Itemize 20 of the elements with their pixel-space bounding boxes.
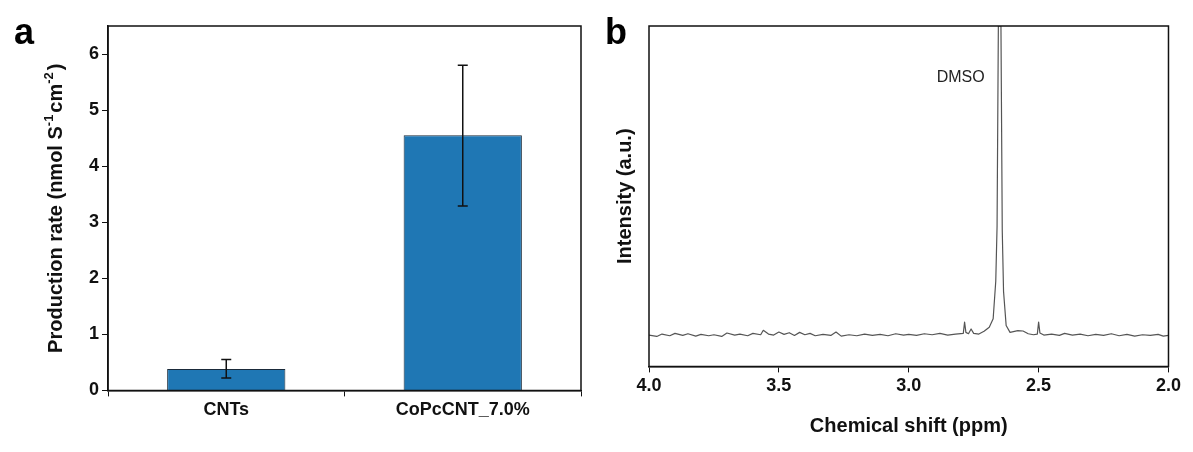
annotation: DMSO [936, 68, 985, 86]
y-tick-label: 0 [89, 379, 100, 400]
x-tick-label: 3.0 [896, 375, 922, 396]
x-tick-label: 2.5 [1026, 375, 1052, 396]
y-tick-label: 3 [89, 211, 100, 232]
x-tick-label: CNTs [203, 399, 250, 420]
x-axis-title: Chemical shift (ppm) [809, 413, 1008, 436]
y-tick-label: 4 [89, 155, 100, 176]
y-tick-label: 2 [89, 267, 100, 288]
chart-title: b [605, 10, 627, 52]
x-tick-label: 2.0 [1155, 375, 1181, 396]
y-tick-label: 6 [89, 43, 100, 63]
y-tick-label: 5 [89, 99, 100, 120]
chart-title: a [14, 10, 35, 52]
y-axis-title: Intensity (a.u.) [612, 128, 635, 264]
y-axis-title: Production rate (nmol S-1cm-2) [40, 63, 66, 353]
x-tick-label: 3.5 [766, 375, 792, 396]
y-tick-label: 1 [89, 323, 100, 344]
x-tick-label: 4.0 [636, 375, 662, 396]
x-tick-label: CoPcCNT_7.0% [395, 399, 530, 420]
